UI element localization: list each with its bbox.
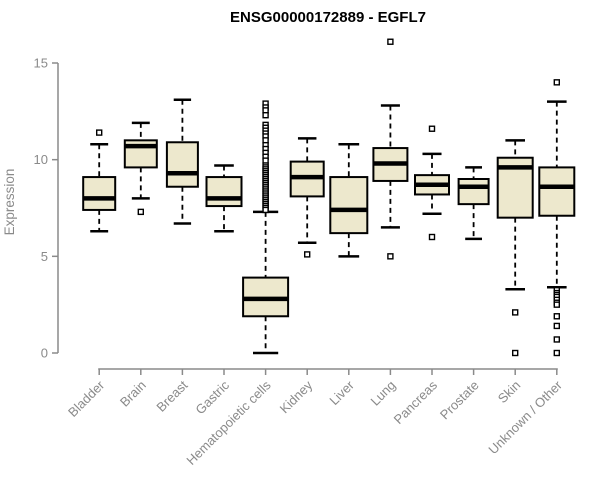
iqr-box — [538, 166, 576, 217]
box-pancreas — [414, 125, 450, 241]
y-tick-label: 10 — [34, 152, 48, 167]
iqr-box — [457, 178, 490, 206]
x-tick-label-prostate: Prostate — [437, 378, 482, 423]
outlier-point — [553, 301, 560, 308]
x-tick-label-breast: Breast — [153, 377, 190, 414]
iqr-box — [205, 176, 243, 208]
outlier-point — [262, 112, 269, 119]
x-tick-label-lung: Lung — [367, 378, 398, 409]
outlier-point — [387, 253, 394, 260]
outlier-point — [553, 349, 560, 357]
outlier-point — [428, 125, 436, 132]
y-tick-label: 0 — [41, 346, 48, 361]
outlier-point — [512, 349, 519, 357]
boxplots — [82, 38, 576, 357]
chart-title: ENSG00000172889 - EGFL7 — [230, 9, 426, 26]
iqr-box — [82, 176, 117, 211]
x-tick-label-brain: Brain — [117, 378, 149, 410]
outlier-point — [262, 206, 269, 214]
y-tick-label: 15 — [34, 56, 48, 71]
outlier-point — [304, 251, 311, 258]
outlier-point — [553, 322, 560, 330]
x-tick-label-pancreas: Pancreas — [391, 377, 441, 427]
outlier-point — [95, 129, 103, 136]
box-prostate — [457, 166, 490, 241]
box-bladder — [82, 129, 117, 233]
x-tick-label-liver: Liver — [326, 377, 357, 408]
x-tick-label-unknown-other: Unknown / Other — [485, 377, 565, 457]
x-tick-label-skin: Skin — [495, 378, 523, 406]
box-breast — [165, 98, 199, 225]
iqr-box — [165, 141, 199, 188]
iqr-box — [329, 176, 369, 235]
x-tick-label-bladder: Bladder — [65, 377, 108, 420]
box-hematopoietic-cells — [242, 100, 290, 355]
outlier-point — [512, 309, 519, 316]
x-tick-label-gastric: Gastric — [192, 377, 232, 417]
y-axis-label: Expression — [2, 169, 17, 236]
outlier-point — [137, 208, 145, 216]
outlier-point — [428, 233, 436, 241]
box-lung — [372, 38, 409, 260]
outlier-point — [553, 336, 560, 343]
box-brain — [123, 121, 158, 216]
outlier-point — [553, 313, 560, 320]
outlier-point — [553, 79, 560, 86]
y-tick-label: 5 — [41, 249, 48, 264]
box-kidney — [289, 137, 325, 258]
outlier-point — [387, 38, 394, 45]
box-liver — [329, 142, 369, 258]
box-gastric — [205, 164, 243, 233]
box-unknown-other — [538, 79, 576, 357]
box-skin — [496, 139, 534, 357]
x-tick-label-kidney: Kidney — [277, 377, 316, 416]
